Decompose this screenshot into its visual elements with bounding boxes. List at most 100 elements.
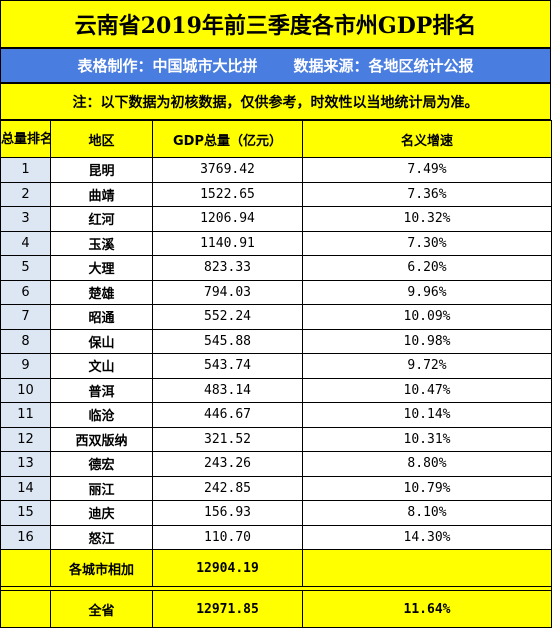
region-cell: 西双版纳 (50, 426, 153, 452)
sum-rank-cell (0, 549, 51, 587)
gdp-cell: 1140.91 (152, 230, 303, 256)
rank-cell: 3 (0, 206, 51, 232)
rank-cell: 15 (0, 500, 51, 526)
province-row: 全省 12971.85 11.64% (0, 590, 552, 628)
rank-cell: 12 (0, 426, 51, 452)
gdp-cell: 483.14 (152, 377, 303, 403)
table-row: 7 昭通 552.24 10.09% (0, 304, 552, 330)
region-cell: 楚雄 (50, 279, 153, 305)
rank-cell: 2 (0, 181, 51, 207)
province-rank-cell (0, 590, 51, 628)
gdp-cell: 156.93 (152, 500, 303, 526)
rank-cell: 4 (0, 230, 51, 256)
province-growth: 11.64% (302, 590, 552, 628)
growth-cell: 7.30% (302, 230, 552, 256)
region-cell: 临沧 (50, 402, 153, 428)
gdp-cell: 545.88 (152, 328, 303, 354)
table-row: 6 楚雄 794.03 9.96% (0, 279, 552, 305)
rank-cell: 11 (0, 402, 51, 428)
region-cell: 文山 (50, 353, 153, 379)
table-row: 3 红河 1206.94 10.32% (0, 206, 552, 232)
region-cell: 德宏 (50, 451, 153, 477)
table-row: 11 临沧 446.67 10.14% (0, 402, 552, 428)
table-row: 14 丽江 242.85 10.79% (0, 475, 552, 501)
gdp-cell: 3769.42 (152, 157, 303, 183)
region-cell: 玉溪 (50, 230, 153, 256)
growth-cell: 10.98% (302, 328, 552, 354)
header-region: 地区 (50, 120, 153, 158)
growth-cell: 7.36% (302, 181, 552, 207)
header-rank: 总量排名 (0, 120, 51, 158)
table-row: 10 普洱 483.14 10.47% (0, 377, 552, 403)
table-header-row: 总量排名 地区 GDP总量（亿元） 名义增速 (0, 120, 552, 158)
gdp-cell: 823.33 (152, 255, 303, 281)
table-row: 5 大理 823.33 6.20% (0, 255, 552, 281)
growth-cell: 10.09% (302, 304, 552, 330)
region-cell: 普洱 (50, 377, 153, 403)
growth-cell: 9.96% (302, 279, 552, 305)
growth-cell: 8.10% (302, 500, 552, 526)
gdp-cell: 242.85 (152, 475, 303, 501)
growth-cell: 10.79% (302, 475, 552, 501)
region-cell: 曲靖 (50, 181, 153, 207)
gdp-table: 总量排名 地区 GDP总量（亿元） 名义增速 1 昆明 3769.42 7.49% 2 曲… (0, 120, 552, 628)
region-cell: 昆明 (50, 157, 153, 183)
growth-cell: 9.72% (302, 353, 552, 379)
rank-cell: 14 (0, 475, 51, 501)
gdp-cell: 243.26 (152, 451, 303, 477)
growth-cell: 10.31% (302, 426, 552, 452)
region-cell: 保山 (50, 328, 153, 354)
region-cell: 昭通 (50, 304, 153, 330)
gdp-cell: 321.52 (152, 426, 303, 452)
rank-cell: 8 (0, 328, 51, 354)
region-cell: 红河 (50, 206, 153, 232)
province-gdp: 12971.85 (152, 590, 303, 628)
rank-cell: 16 (0, 524, 51, 550)
data-source-label: 数据来源：各地区统计公报 (293, 57, 474, 75)
sum-cities-growth (302, 549, 552, 587)
table-row: 1 昆明 3769.42 7.49% (0, 157, 552, 183)
table-maker-label: 表格制作：中国城市大比拼 (77, 57, 258, 75)
region-cell: 怒江 (50, 524, 153, 550)
gdp-cell: 1522.65 (152, 181, 303, 207)
growth-cell: 8.80% (302, 451, 552, 477)
rank-cell: 7 (0, 304, 51, 330)
table-row: 4 玉溪 1140.91 7.30% (0, 230, 552, 256)
table-row: 16 怒江 110.70 14.30% (0, 524, 552, 550)
rank-cell: 5 (0, 255, 51, 281)
gdp-cell: 446.67 (152, 402, 303, 428)
gdp-cell: 794.03 (152, 279, 303, 305)
sheet-title: 云南省2019年前三季度各市州GDP排名 (0, 0, 551, 48)
growth-cell: 7.49% (302, 157, 552, 183)
gdp-cell: 1206.94 (152, 206, 303, 232)
table-row: 12 西双版纳 321.52 10.31% (0, 426, 552, 452)
sum-cities-label: 各城市相加 (50, 549, 153, 587)
gdp-cell: 543.74 (152, 353, 303, 379)
sum-cities-row: 各城市相加 12904.19 (0, 549, 552, 587)
rank-cell: 13 (0, 451, 51, 477)
sum-cities-gdp: 12904.19 (152, 549, 303, 587)
source-bar: 表格制作：中国城市大比拼 数据来源：各地区统计公报 (0, 48, 551, 83)
region-cell: 大理 (50, 255, 153, 281)
growth-cell: 6.20% (302, 255, 552, 281)
gdp-cell: 110.70 (152, 524, 303, 550)
table-row: 13 德宏 243.26 8.80% (0, 451, 552, 477)
region-cell: 迪庆 (50, 500, 153, 526)
rank-cell: 10 (0, 377, 51, 403)
table-row: 8 保山 545.88 10.98% (0, 328, 552, 354)
header-growth: 名义增速 (302, 120, 552, 158)
rank-cell: 9 (0, 353, 51, 379)
table-row: 15 迪庆 156.93 8.10% (0, 500, 552, 526)
header-gdp: GDP总量（亿元） (152, 120, 303, 158)
growth-cell: 10.47% (302, 377, 552, 403)
growth-cell: 10.14% (302, 402, 552, 428)
rank-cell: 1 (0, 157, 51, 183)
table-row: 9 文山 543.74 9.72% (0, 353, 552, 379)
note-bar: 注：以下数据为初核数据，仅供参考，时效性以当地统计局为准。 (0, 83, 551, 120)
growth-cell: 10.32% (302, 206, 552, 232)
region-cell: 丽江 (50, 475, 153, 501)
province-label: 全省 (50, 590, 153, 628)
rank-cell: 6 (0, 279, 51, 305)
table-body: 1 昆明 3769.42 7.49% 2 曲靖 1522.65 7.36% 3 红河 1206.94… (0, 157, 552, 550)
